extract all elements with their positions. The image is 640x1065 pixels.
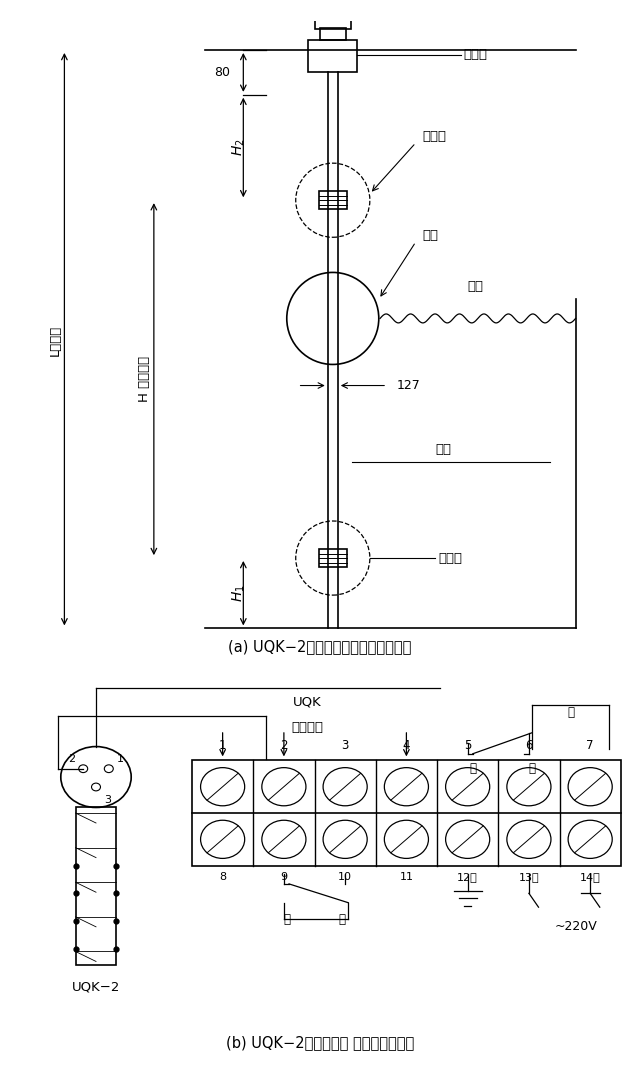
Text: 4: 4 [403,739,410,752]
Text: 下: 下 [469,761,476,774]
Text: 6: 6 [525,739,532,752]
Text: 接线端子: 接线端子 [291,721,323,734]
Bar [319,550,347,567]
Text: 12地: 12地 [458,872,478,882]
Text: 1: 1 [117,754,124,765]
Bar [320,28,346,40]
Text: 浮球: 浮球 [422,229,438,242]
Text: 接线盒: 接线盒 [464,48,488,61]
Text: 下挡圈: 下挡圈 [438,552,462,564]
Text: 1: 1 [219,739,227,752]
Text: ~220V: ~220V [555,920,597,933]
Bar [192,760,621,866]
Text: 3: 3 [342,739,349,752]
Text: 限: 限 [567,706,574,719]
Text: H 测量范围: H 测量范围 [138,356,151,403]
Text: $H_2$: $H_2$ [230,138,247,157]
Text: 5: 5 [464,739,471,752]
Bar [308,40,357,72]
Text: 8: 8 [219,872,226,882]
Text: 10: 10 [338,872,352,882]
Text: 液位: 液位 [467,280,483,293]
Text: 上: 上 [284,913,291,925]
Text: UQK: UQK [293,695,321,709]
Text: 导管: 导管 [435,443,451,456]
Text: 2: 2 [68,754,76,765]
Text: (a) UQK−2型浮球液位变送器外形结构: (a) UQK−2型浮球液位变送器外形结构 [228,639,412,654]
Text: 限: 限 [339,913,346,925]
Text: 80: 80 [214,66,230,79]
Bar [319,192,347,209]
Text: UQK−2: UQK−2 [72,981,120,994]
Bar [315,16,351,29]
Bar [76,807,116,965]
Text: 11: 11 [399,872,413,882]
Text: $H_1$: $H_1$ [230,585,247,602]
Text: 127: 127 [397,379,420,392]
Text: 上挡圈: 上挡圈 [422,130,446,143]
Text: 2: 2 [280,739,287,752]
Text: L总长度: L总长度 [49,325,61,357]
Text: 9: 9 [280,872,287,882]
Text: 13中: 13中 [518,872,540,882]
Text: 14相: 14相 [580,872,600,882]
Text: 3: 3 [104,796,111,805]
Text: (b) UQK−2型浮球液位 变送器接线线路: (b) UQK−2型浮球液位 变送器接线线路 [226,1035,414,1050]
Text: 限: 限 [529,761,536,774]
Text: 7: 7 [586,739,594,752]
